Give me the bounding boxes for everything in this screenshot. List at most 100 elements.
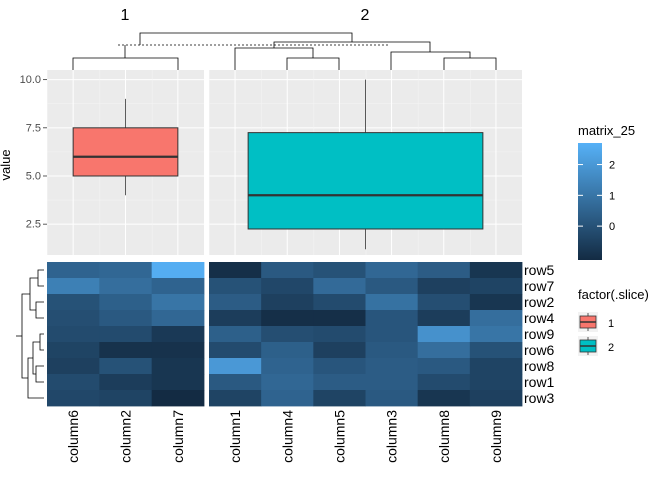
boxplot-slice-1 bbox=[72, 98, 179, 196]
row-label: row8 bbox=[524, 358, 555, 374]
heatmap-cell bbox=[99, 342, 153, 359]
heatmap-cell bbox=[151, 374, 205, 391]
column-label: column8 bbox=[436, 410, 452, 463]
heatmap-cell bbox=[209, 278, 262, 295]
heatmap-cell bbox=[151, 278, 205, 295]
heatmap-cell bbox=[99, 326, 153, 343]
heatmap-cell bbox=[47, 262, 100, 279]
row-label: row4 bbox=[524, 310, 555, 326]
boxplots bbox=[72, 79, 484, 250]
column-label: column5 bbox=[331, 410, 347, 463]
heatmap-cell bbox=[47, 342, 100, 359]
y-tick-label: 5.0 bbox=[26, 170, 41, 182]
factor-legend-label: 2 bbox=[608, 342, 614, 354]
heatmap-cell bbox=[417, 390, 471, 407]
heatmap-cell bbox=[151, 294, 205, 311]
row-label: row2 bbox=[524, 294, 555, 310]
heatmap-cell bbox=[313, 310, 366, 327]
heatmap-cell bbox=[99, 358, 153, 375]
row-dendrogram bbox=[16, 269, 44, 399]
heatmap-cell bbox=[365, 358, 419, 375]
boxplot-box bbox=[72, 127, 179, 177]
heatmap-cell bbox=[261, 262, 314, 279]
heatmap-cell bbox=[469, 294, 523, 311]
column-label: column3 bbox=[384, 410, 400, 463]
heatmap-cell bbox=[99, 390, 153, 407]
y-tick-label: 7.5 bbox=[26, 122, 41, 134]
heatmap-cell bbox=[313, 294, 366, 311]
heatmap-cell bbox=[261, 326, 314, 343]
heatmap-cell bbox=[417, 374, 471, 391]
column-label: column6 bbox=[65, 410, 81, 463]
y-axis-label: value bbox=[0, 149, 13, 180]
heatmap-cell bbox=[313, 278, 366, 295]
column-label: column2 bbox=[118, 410, 134, 463]
heatmap-cell bbox=[417, 294, 471, 311]
heatmap-cell bbox=[469, 278, 523, 295]
color-legend-bar bbox=[578, 143, 602, 260]
heatmap-cell bbox=[469, 262, 523, 279]
heatmap-cell bbox=[313, 342, 366, 359]
heatmap-cell bbox=[417, 262, 471, 279]
heatmap-cell bbox=[417, 358, 471, 375]
heatmap-cell bbox=[261, 294, 314, 311]
heatmap-cell bbox=[365, 294, 419, 311]
heatmap-cell bbox=[47, 358, 100, 375]
heatmap-cell bbox=[99, 374, 153, 391]
y-tick-label: 2.5 bbox=[26, 219, 41, 231]
column-label: column4 bbox=[279, 410, 295, 463]
factor-legend-item-2: 2 bbox=[578, 336, 614, 356]
heatmap-cell bbox=[365, 262, 419, 279]
heatmap-cell bbox=[365, 310, 419, 327]
heatmap-cell bbox=[99, 294, 153, 311]
heatmap-cell bbox=[47, 374, 100, 391]
color-legend-title: matrix_25 bbox=[578, 123, 635, 138]
heatmap-cell bbox=[47, 278, 100, 295]
row-label: row3 bbox=[524, 390, 555, 406]
column-label: column7 bbox=[170, 410, 186, 463]
boxplot-box bbox=[247, 132, 484, 230]
heatmap bbox=[47, 262, 523, 407]
color-legend-tick-label: 1 bbox=[609, 190, 615, 202]
heatmap-cell bbox=[151, 358, 205, 375]
heatmap-cell bbox=[417, 342, 471, 359]
heatmap-cell bbox=[99, 278, 153, 295]
heatmap-cell bbox=[47, 326, 100, 343]
heatmap-cell bbox=[313, 358, 366, 375]
heatmap-cell bbox=[99, 262, 153, 279]
slice-2-label: 2 bbox=[361, 7, 370, 24]
color-legend-ticks: 0 1 2 bbox=[578, 160, 615, 233]
heatmap-cell bbox=[209, 390, 262, 407]
heatmap-cell bbox=[47, 310, 100, 327]
row-label: row9 bbox=[524, 326, 555, 342]
heatmap-cell bbox=[469, 310, 523, 327]
heatmap-cell bbox=[417, 278, 471, 295]
heatmap-cell bbox=[469, 390, 523, 407]
heatmap-cell bbox=[261, 342, 314, 359]
heatmap-cell bbox=[151, 342, 205, 359]
heatmap-cell bbox=[469, 358, 523, 375]
factor-legend-title: factor(.slice) bbox=[578, 287, 649, 302]
heatmap-cell bbox=[209, 294, 262, 311]
heatmap-cell bbox=[209, 310, 262, 327]
heatmap-cell bbox=[469, 374, 523, 391]
heatmap-cell bbox=[151, 326, 205, 343]
heatmap-cell bbox=[261, 358, 314, 375]
heatmap-cell bbox=[469, 326, 523, 343]
heatmap-cell bbox=[313, 374, 366, 391]
row-label: row7 bbox=[524, 278, 555, 294]
heatmap-cell bbox=[365, 390, 419, 407]
slice-1-label: 1 bbox=[121, 7, 130, 24]
heatmap-cell bbox=[313, 262, 366, 279]
heatmap-cell bbox=[151, 262, 205, 279]
y-tick-label: 10.0 bbox=[20, 74, 41, 86]
heatmap-cell bbox=[209, 342, 262, 359]
heatmap-cell bbox=[47, 294, 100, 311]
y-axis: 2.5 5.0 7.5 10.0 bbox=[20, 74, 47, 231]
row-label: row1 bbox=[524, 374, 555, 390]
color-legend-tick-label: 2 bbox=[609, 160, 615, 172]
boxplot-slice-2 bbox=[247, 79, 484, 250]
column-label: column9 bbox=[488, 410, 504, 463]
